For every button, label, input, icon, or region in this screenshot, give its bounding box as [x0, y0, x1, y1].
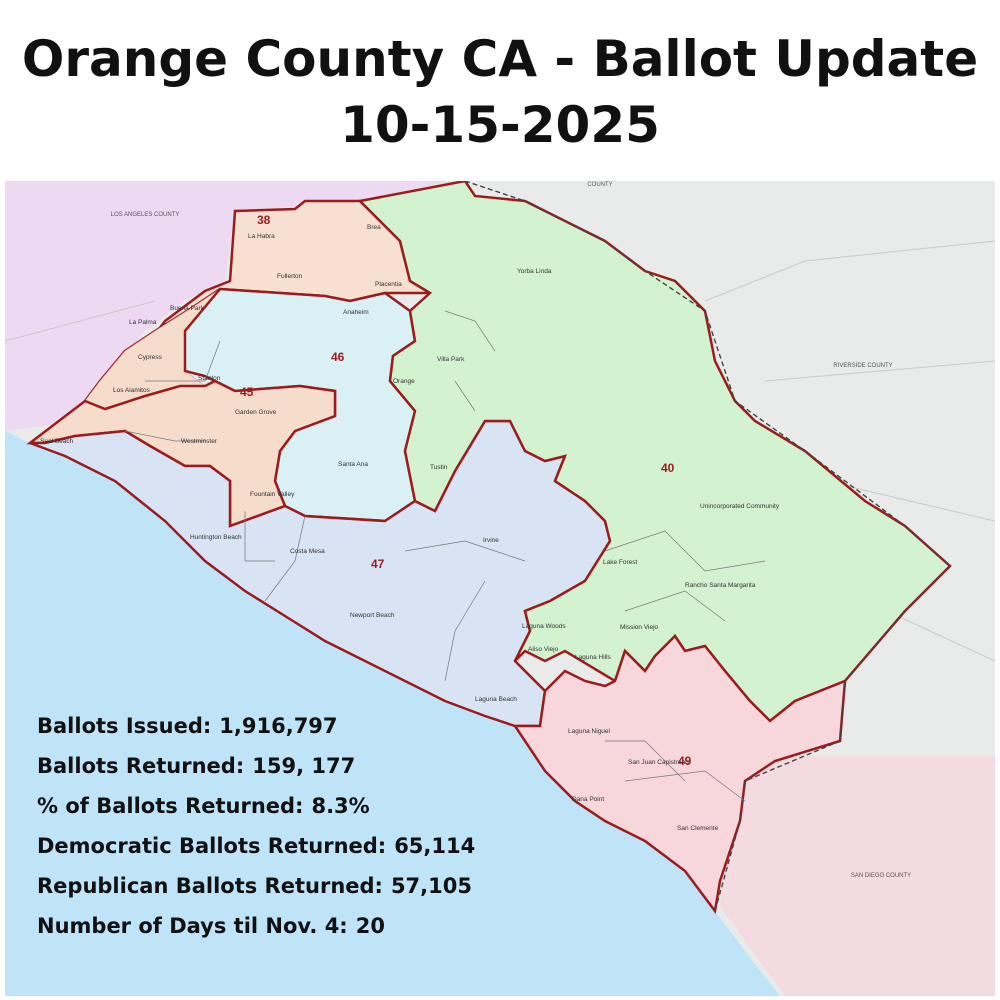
county-label-san-diego: SAN DIEGO COUNTY: [851, 873, 911, 879]
district-map-svg: LOS ANGELES COUNTY COUNTY RIVERSIDE COUN…: [5, 181, 995, 996]
city-label: Dana Point: [572, 796, 604, 803]
stat-label: Number of Days til Nov. 4:: [37, 914, 348, 938]
city-label: Mission Viejo: [620, 624, 659, 631]
city-label: La Palma: [129, 319, 157, 326]
district-label-46: 46: [331, 350, 345, 364]
city-label: Tustin: [430, 464, 448, 471]
city-label: Rancho Santa Margarita: [685, 582, 756, 589]
city-label: Aliso Viejo: [528, 646, 559, 653]
district-label-40: 40: [661, 461, 675, 475]
stat-label: Republican Ballots Returned:: [37, 874, 383, 898]
district-49-area: [512, 634, 847, 915]
city-label: Laguna Beach: [475, 696, 517, 703]
city-label: Laguna Niguel: [568, 728, 610, 735]
county-border: [464, 181, 952, 912]
city-label: Cypress: [138, 354, 163, 361]
city-label: Villa Park: [437, 356, 465, 363]
district-label-47: 47: [371, 557, 385, 571]
city-label: Garden Grove: [235, 409, 277, 416]
stat-label: % of Ballots Returned:: [37, 794, 304, 818]
city-label: Placentia: [375, 281, 402, 288]
city-label: Costa Mesa: [290, 548, 325, 555]
city-label: Brea: [367, 224, 381, 231]
title-line-2: 10-15-2025: [340, 96, 660, 154]
stat-republican-returned: Republican Ballots Returned: 57,105: [37, 866, 475, 906]
city-label: Huntington Beach: [190, 534, 242, 541]
city-label: Anaheim: [343, 309, 369, 316]
city-label: Buena Park: [170, 305, 205, 312]
city-label: San Juan Capistrano: [628, 759, 689, 766]
stat-ballots-returned: Ballots Returned: 159, 177: [37, 746, 475, 786]
city-label: Fullerton: [277, 273, 303, 280]
city-label: Irvine: [483, 537, 499, 544]
city-label: Stanton: [198, 375, 221, 382]
district-label-45: 45: [240, 385, 254, 399]
city-label: Newport Beach: [350, 612, 395, 619]
stat-percent-returned: % of Ballots Returned: 8.3%: [37, 786, 475, 826]
stat-democratic-returned: Democratic Ballots Returned: 65,114: [37, 826, 475, 866]
city-label: Los Alamitos: [113, 387, 151, 394]
stat-value: 159, 177: [252, 754, 356, 778]
stat-label: Democratic Ballots Returned:: [37, 834, 387, 858]
pacific-ocean: [5, 431, 780, 996]
city-boundaries: [124, 310, 766, 802]
stat-ballots-issued: Ballots Issued: 1,916,797: [37, 706, 475, 746]
district-label-38: 38: [257, 213, 271, 227]
district-map: LOS ANGELES COUNTY COUNTY RIVERSIDE COUN…: [5, 181, 995, 996]
stat-value: 57,105: [390, 874, 472, 898]
city-label: Lake Forest: [603, 559, 638, 566]
city-label: Laguna Woods: [522, 623, 566, 630]
stat-value: 8.3%: [311, 794, 370, 818]
city-label: Orange: [393, 378, 415, 385]
county-label-los-angeles: LOS ANGELES COUNTY: [111, 212, 180, 218]
city-label: Laguna Hills: [575, 654, 612, 661]
city-label: San Clemente: [677, 825, 719, 832]
page-title: Orange County CA - Ballot Update 10-15-2…: [0, 26, 1000, 158]
county-label-riverside: RIVERSIDE COUNTY: [833, 363, 892, 369]
city-label: Westminster: [181, 438, 218, 445]
city-label: La Habra: [248, 233, 275, 240]
district-label-49: 49: [678, 754, 692, 768]
stat-value: 1,916,797: [219, 714, 338, 738]
stat-label: Ballots Returned:: [37, 754, 245, 778]
stat-value: 65,114: [394, 834, 476, 858]
county-label-top: COUNTY: [587, 182, 612, 188]
district-40-area: [357, 181, 952, 723]
city-label: Santa Ana: [338, 461, 368, 468]
stat-label: Ballots Issued:: [37, 714, 212, 738]
ballot-stats: Ballots Issued: 1,916,797 Ballots Returne…: [37, 706, 475, 946]
city-label: Yorba Linda: [517, 268, 552, 275]
san-diego-county-area: [720, 756, 995, 996]
stat-days-until-election: Number of Days til Nov. 4: 20: [37, 906, 475, 946]
city-label: Seal Beach: [40, 438, 74, 445]
city-label: Unincorporated Community: [700, 503, 780, 510]
los-angeles-county-area: [5, 181, 475, 431]
stat-value: 20: [355, 914, 385, 938]
title-line-1: Orange County CA - Ballot Update: [21, 30, 979, 88]
city-label: Fountain Valley: [250, 491, 295, 498]
